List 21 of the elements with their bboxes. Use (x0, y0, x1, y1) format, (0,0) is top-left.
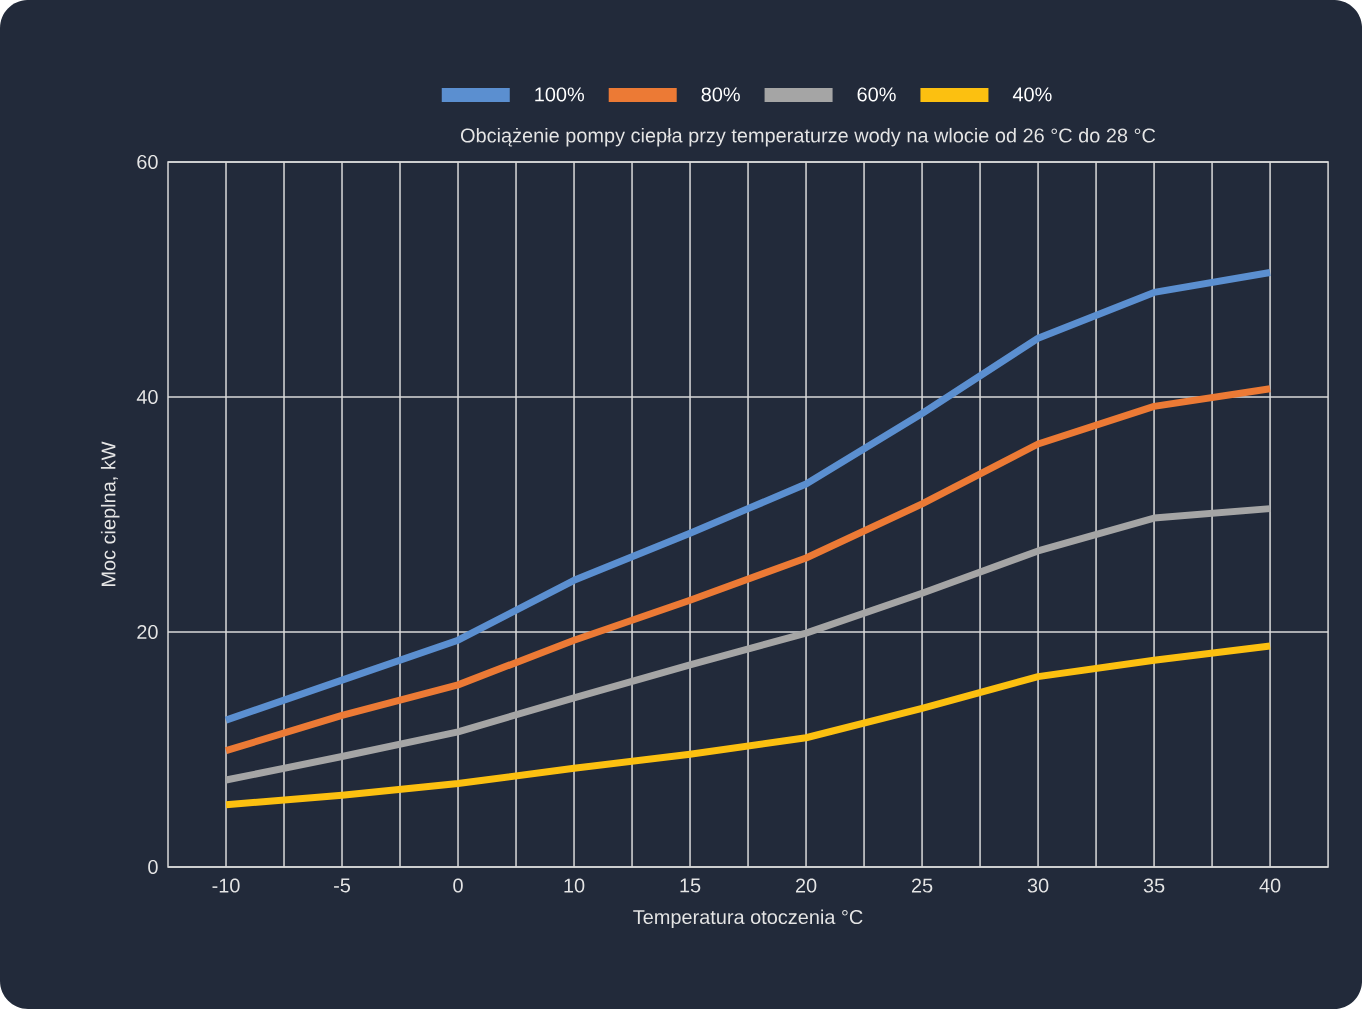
x-tick-label: 0 (453, 878, 463, 893)
x-tick-label: 15 (680, 878, 701, 893)
x-tick-label: 40 (1259, 878, 1281, 893)
y-tick-label: 60 (137, 154, 158, 170)
legend-label: 60% (857, 87, 896, 102)
legend-label: 100% (535, 87, 584, 102)
x-tick-label: -5 (334, 878, 351, 893)
x-tick-label: 20 (795, 878, 817, 893)
x-tick-label: -10 (212, 878, 240, 893)
chart-title: Obciążenie pompy ciepła przy temperaturze wody na wlocie od 26 °C do 28 °C (460, 127, 1156, 147)
x-tick-label: 10 (564, 878, 585, 893)
x-tick-label: 30 (1027, 878, 1049, 893)
y-tick-label: 20 (137, 624, 158, 640)
legend-label: 40% (1012, 87, 1052, 102)
y-tick-label: 40 (136, 389, 158, 405)
y-tick-label: 0 (148, 859, 158, 875)
x-tick-label: 25 (911, 878, 933, 893)
legend-label: 80% (701, 87, 740, 102)
x-tick-label: 35 (1143, 878, 1165, 893)
x-axis-title: Temperatura otoczenia °C (633, 909, 863, 929)
y-axis-title: Moc cieplna, kW (100, 441, 120, 586)
